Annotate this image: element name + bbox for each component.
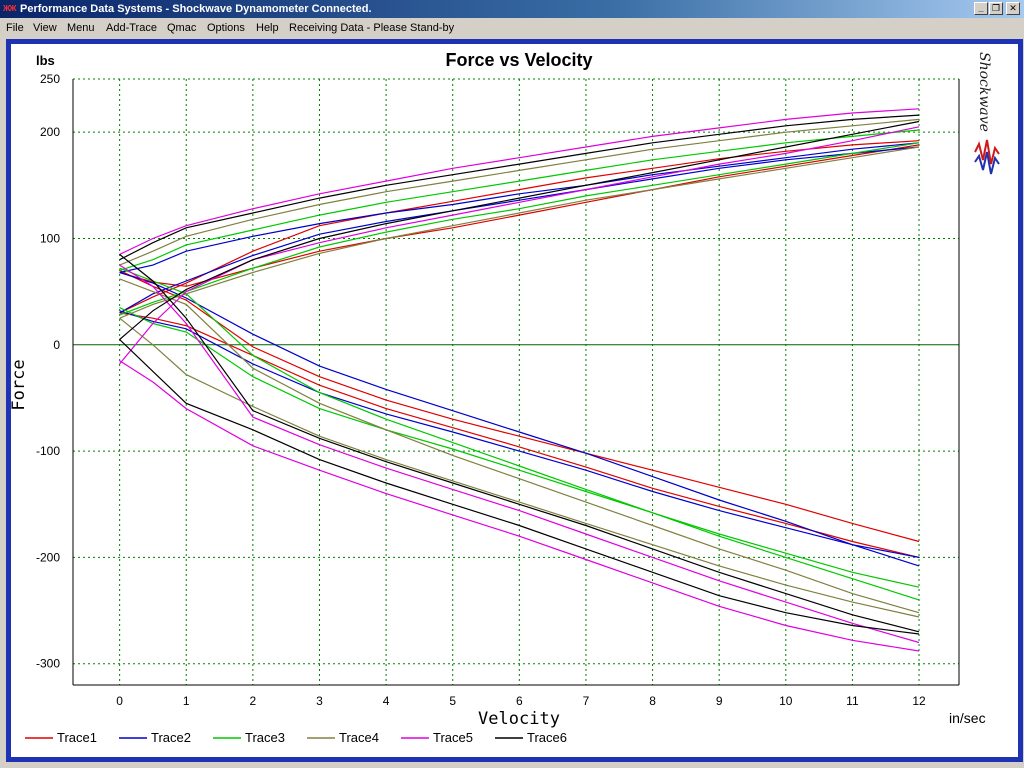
y-tick-label: -200 <box>36 550 60 564</box>
x-tick-label: 2 <box>250 694 257 708</box>
y-unit-label: lbs <box>36 53 55 68</box>
x-tick-label: 0 <box>116 694 123 708</box>
trace2-rebound-b-line <box>119 310 920 558</box>
y-tick-label: 250 <box>40 72 60 86</box>
title-bar[interactable]: ЖЖ Performance Data Systems - Shockwave … <box>0 0 1024 18</box>
minimize-icon[interactable]: _ <box>974 2 988 15</box>
legend-label-trace1: Trace1 <box>57 730 97 745</box>
plot-canvas <box>11 44 1018 757</box>
trace5-compression-b-line <box>119 126 920 365</box>
legend-label-trace5: Trace5 <box>433 730 473 745</box>
logo-waveform-icon <box>974 139 1000 175</box>
x-tick-label: 8 <box>649 694 656 708</box>
x-tick-label: 1 <box>183 694 190 708</box>
trace3-compression-b-line <box>119 142 920 316</box>
trace1-rebound-a-line <box>119 312 920 558</box>
trace4-compression-a-line <box>119 118 920 266</box>
menu-menu[interactable]: Menu <box>67 22 95 34</box>
trace5-rebound-a-line <box>119 360 920 652</box>
trace1-compression-a-line <box>119 144 920 287</box>
menu-help[interactable]: Help <box>256 22 279 34</box>
menu-file[interactable]: File <box>6 22 24 34</box>
x-tick-label: 7 <box>583 694 590 708</box>
trace5-rebound-b-line <box>119 264 920 644</box>
trace4-rebound-b-line <box>119 278 920 614</box>
close-icon[interactable]: ✕ <box>1006 2 1020 15</box>
x-tick-label: 10 <box>779 694 793 708</box>
y-axis-title: Force <box>11 359 29 410</box>
trace2-compression-b-line <box>119 146 920 314</box>
x-axis-title: Velocity <box>478 709 560 729</box>
x-tick-label: 6 <box>516 694 523 708</box>
chart-title: Force vs Velocity <box>445 50 592 70</box>
menu-qmac[interactable]: Qmac <box>167 22 197 34</box>
window-title: Performance Data Systems - Shockwave Dyn… <box>20 3 372 15</box>
menu-view[interactable]: View <box>33 22 57 34</box>
legend-label-trace6: Trace6 <box>527 730 567 745</box>
x-tick-label: 3 <box>316 694 323 708</box>
legend-label-trace2: Trace2 <box>151 730 191 745</box>
legend-label-trace4: Trace4 <box>339 730 379 745</box>
trace3-rebound-b-line <box>119 267 920 601</box>
trace6-compression-a-line <box>119 114 920 261</box>
x-tick-label: 12 <box>912 694 926 708</box>
status-receiving-data: Receiving Data - Please Stand-by <box>289 22 455 34</box>
x-unit-label: in/sec <box>949 710 986 726</box>
trace6-rebound-a-line <box>119 339 920 635</box>
legend-label-trace3: Trace3 <box>245 730 285 745</box>
menu-add-trace[interactable]: Add-Trace <box>106 22 157 34</box>
x-tick-label: 4 <box>383 694 390 708</box>
menu-options[interactable]: Options <box>207 22 245 34</box>
trace2-compression-a-line <box>119 142 920 274</box>
force-velocity-chart: Force vs Velocity lbs in/sec Velocity Fo… <box>11 50 986 745</box>
trace4-compression-b-line <box>119 146 920 319</box>
x-tick-label: 9 <box>716 694 723 708</box>
x-tick-label: 5 <box>449 694 456 708</box>
trace6-compression-b-line <box>119 120 920 340</box>
y-tick-label: 100 <box>40 231 60 245</box>
shockwave-logo: Shockwave <box>964 44 1004 194</box>
y-tick-label: 200 <box>40 125 60 139</box>
trace5-compression-a-line <box>119 108 920 255</box>
trace6-rebound-b-line <box>119 253 920 633</box>
trace1-compression-b-line <box>119 140 920 314</box>
y-tick-label: -100 <box>36 444 60 458</box>
restore-icon[interactable]: ❐ <box>989 2 1003 15</box>
y-tick-label: 0 <box>53 338 60 352</box>
trace1-rebound-b-line <box>119 269 920 543</box>
trace4-rebound-a-line <box>119 317 920 618</box>
menu-bar: File View Menu Add-Trace Qmac Options He… <box>0 18 1024 38</box>
trace3-compression-a-line <box>119 129 920 271</box>
x-tick-label: 11 <box>846 694 859 708</box>
y-tick-label: -300 <box>36 657 60 671</box>
pds-app-icon[interactable]: ЖЖ <box>3 4 16 13</box>
